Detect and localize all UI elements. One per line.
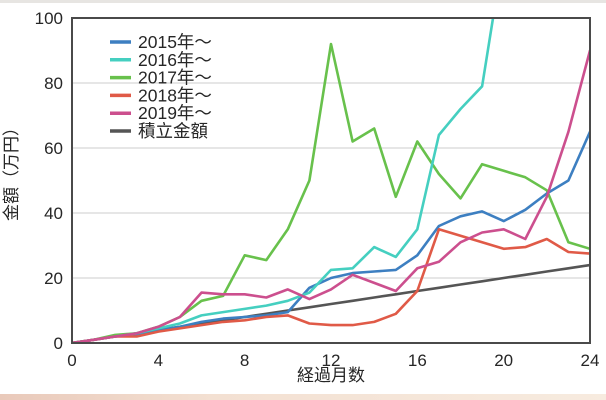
y-axis-tick-labels: 0 20 40 60 80 100 [35,9,63,353]
x-tick-label: 16 [408,351,427,370]
x-axis-tick-labels: 0 4 8 12 16 20 24 [67,351,599,370]
legend-item: 2017年〜 [110,68,212,88]
y-tick-label: 0 [54,334,63,353]
legend-item: 積立金額 [110,121,208,141]
plot-border [71,17,591,344]
x-axis-title: 経過月数 [297,366,365,385]
legend-item: 2019年〜 [110,103,212,123]
legend-label: 2015年〜 [138,32,212,52]
legend-item: 2015年〜 [110,32,212,52]
x-tick-label: 20 [494,351,513,370]
x-tick-label: 0 [67,351,76,370]
legend-item: 2018年〜 [110,85,212,105]
x-tick-label: 8 [240,351,249,370]
y-tick-label: 40 [44,204,63,223]
legend: 2015年〜2016年〜2017年〜2018年〜2019年〜積立金額 [110,32,212,141]
y-tick-label: 60 [44,139,63,158]
x-tick-label: 12 [322,351,341,370]
y-axis-title: 金額（万円） [2,119,21,221]
legend-label: 積立金額 [138,121,208,141]
legend-label: 2017年〜 [138,68,212,88]
series-line-4 [72,228,590,343]
series-line-5 [72,49,590,343]
y-tick-label: 100 [35,9,63,28]
page-edge-bottom [0,394,606,400]
page-edge-top [0,0,606,3]
legend-item: 2016年〜 [110,50,212,70]
y-tick-label: 20 [44,269,63,288]
x-tick-label: 4 [154,351,163,370]
series-lines [72,18,590,343]
x-tick-label: 24 [581,351,600,370]
series-line-1 [72,130,590,343]
legend-label: 2016年〜 [138,50,212,70]
legend-label: 2019年〜 [138,103,212,123]
y-tick-label: 80 [44,74,63,93]
legend-label: 2018年〜 [138,85,212,105]
